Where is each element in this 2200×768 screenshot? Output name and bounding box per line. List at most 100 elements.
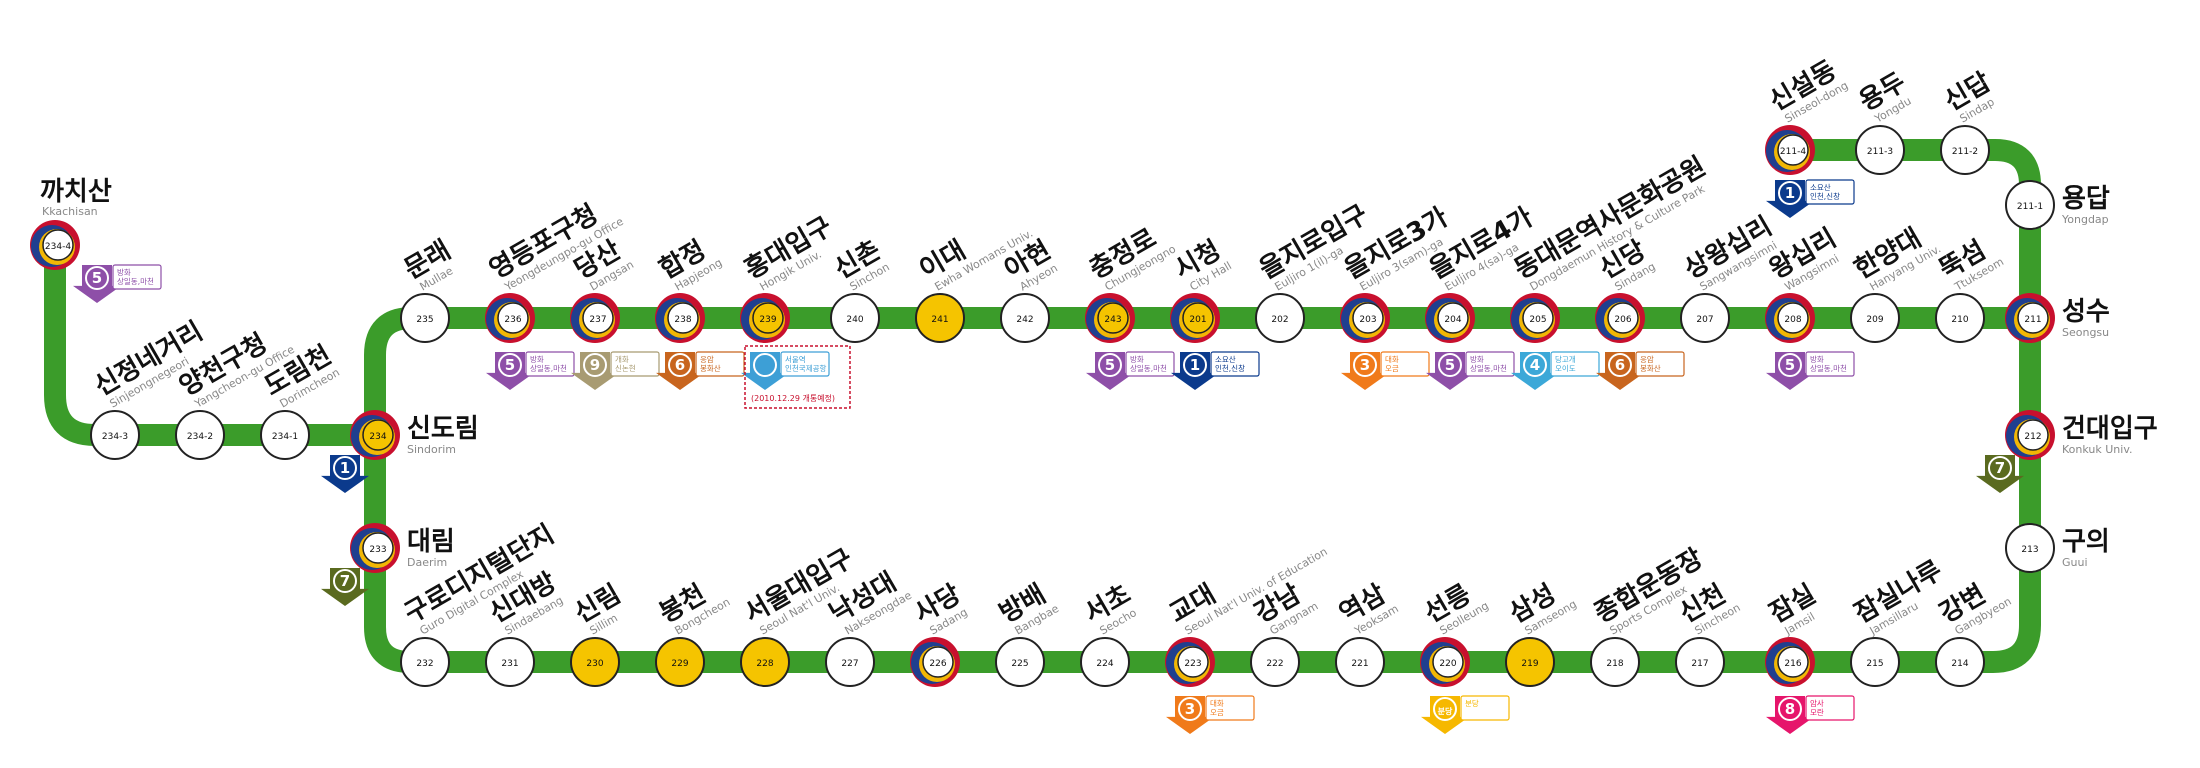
station-234-1[interactable]: 234-1 [260,410,310,460]
station-217[interactable]: 217 [1675,637,1725,687]
station-219[interactable]: 219 [1505,637,1555,687]
transfer-direction-text: 대화 오금 [1385,355,1399,373]
station-228[interactable]: 228 [740,637,790,687]
station-231[interactable]: 231 [485,637,535,687]
transfer-direction-text: 방화 상일동,마천 [1470,354,1507,373]
station-215[interactable]: 215 [1850,637,1900,687]
station-212[interactable]: 212 [2005,410,2055,460]
transfer-direction-box [1380,351,1430,377]
transfer-line-badge [1778,353,1802,377]
transfer-direction-text: 방화 상일동,마천 [1130,354,1167,373]
station-206[interactable]: 206 [1595,293,1645,343]
station-237[interactable]: 237 [570,293,620,343]
station-238[interactable]: 238 [655,293,705,343]
transfer-direction-text: 당고개 오이도 [1555,354,1576,373]
station-name-kor: 구의 [2062,527,2110,557]
transfer-direction-box [1805,351,1855,377]
transfer-line-number: 5 [505,356,515,374]
transfer-line-badge [1183,353,1207,377]
opening-note: (2010.12.29 개통예정) [744,345,851,409]
station-240[interactable]: 240 [830,293,880,343]
station-number: 234-1 [272,432,298,442]
station-234-3[interactable]: 234-3 [90,410,140,460]
station-213[interactable]: 213 [2005,523,2055,573]
station-234-4[interactable]: 234-4 [30,220,80,270]
station-marker [42,229,74,261]
transfer-line-number: 3 [1185,700,1195,718]
transfer-direction-text: 소요산 인천,신창 [1215,354,1245,373]
station-name-kor: 건대입구 [2062,414,2158,444]
station-239[interactable]: 239 [740,293,790,343]
station-229[interactable]: 229 [655,637,705,687]
station-214[interactable]: 214 [1935,637,1985,687]
station-218[interactable]: 218 [1590,637,1640,687]
station-marker [1777,646,1809,678]
transfer-line-number: 4 [1530,356,1540,374]
station-211-2[interactable]: 211-2 [1940,125,1990,175]
station-243[interactable]: 243 [1085,293,1135,343]
station-marker [1255,293,1305,343]
station-224[interactable]: 224 [1080,637,1130,687]
station-number: 238 [674,315,691,325]
station-211-3[interactable]: 211-3 [1855,125,1905,175]
station-207[interactable]: 207 [1680,293,1730,343]
station-211[interactable]: 211 [2005,293,2055,343]
station-201[interactable]: 201 [1170,293,1220,343]
station-marker [1935,637,1985,687]
station-number: 232 [416,659,433,669]
station-242[interactable]: 242 [1000,293,1050,343]
station-222[interactable]: 222 [1250,637,1300,687]
station-226[interactable]: 226 [910,637,960,687]
station-230[interactable]: 230 [570,637,620,687]
station-225[interactable]: 225 [995,637,1045,687]
station-236[interactable]: 236 [485,293,535,343]
station-202[interactable]: 202 [1255,293,1305,343]
station-204[interactable]: 204 [1425,293,1475,343]
station-marker [570,637,620,687]
station-210[interactable]: 210 [1935,293,1985,343]
station-marker [1437,302,1469,334]
transfer-direction-text: 암사 모란 [1810,698,1824,717]
station-marker [2005,523,2055,573]
station-number: 224 [1096,659,1113,669]
transfer-direction-text: 대화 오금 [1210,699,1224,717]
station-203[interactable]: 203 [1340,293,1390,343]
station-number: 234-2 [187,432,213,442]
station-marker [667,302,699,334]
station-number: 234-4 [45,242,71,252]
station-235[interactable]: 235 [400,293,450,343]
station-216[interactable]: 216 [1765,637,1815,687]
station-208[interactable]: 208 [1765,293,1815,343]
station-241[interactable]: 241 [915,293,965,343]
station-234-2[interactable]: 234-2 [175,410,225,460]
station-name-eng: Sindorim [407,443,456,456]
station-233[interactable]: 233 [350,523,400,573]
station-number: 221 [1351,659,1368,669]
station-number: 234 [369,432,386,442]
station-211-4[interactable]: 211-4 [1765,125,1815,175]
station-220[interactable]: 220 [1420,637,1470,687]
station-227[interactable]: 227 [825,637,875,687]
station-209[interactable]: 209 [1850,293,1900,343]
station-221[interactable]: 221 [1335,637,1385,687]
station-number: 207 [1696,315,1713,325]
station-223[interactable]: 223 [1165,637,1215,687]
station-234[interactable]: 234 [350,410,400,460]
station-211-1[interactable]: 211-1 [2005,180,2055,230]
station-205[interactable]: 205 [1510,293,1560,343]
station-232[interactable]: 232 [400,637,450,687]
station-marker [1080,637,1130,687]
transfer-direction-box [1210,351,1260,377]
station-marker [922,646,954,678]
station-number: 214 [1951,659,1968,669]
station-number: 211-1 [2017,202,2043,212]
transfer-line-number: 6 [1615,356,1625,374]
